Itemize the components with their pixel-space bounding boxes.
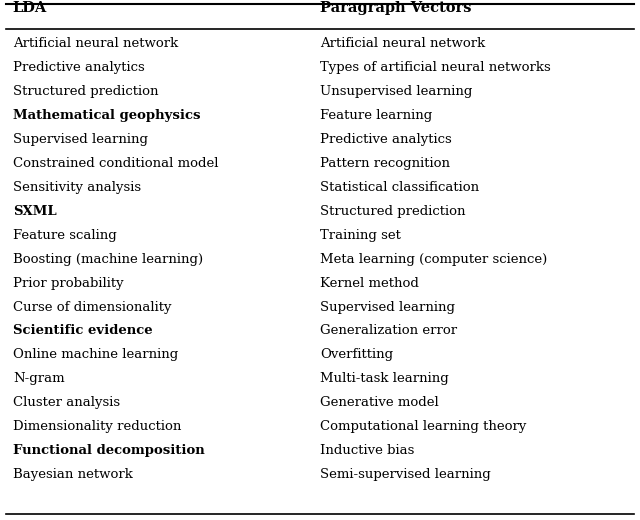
Text: Kernel method: Kernel method <box>320 277 419 290</box>
Text: Semi-supervised learning: Semi-supervised learning <box>320 468 491 481</box>
Text: Dimensionality reduction: Dimensionality reduction <box>13 420 181 433</box>
Text: Sensitivity analysis: Sensitivity analysis <box>13 181 141 194</box>
Text: Prior probability: Prior probability <box>13 277 124 290</box>
Text: Cluster analysis: Cluster analysis <box>13 396 120 409</box>
Text: Paragraph Vectors: Paragraph Vectors <box>320 1 472 15</box>
Text: Bayesian network: Bayesian network <box>13 468 132 481</box>
Text: N-gram: N-gram <box>13 372 65 385</box>
Text: Mathematical geophysics: Mathematical geophysics <box>13 109 200 122</box>
Text: Statistical classification: Statistical classification <box>320 181 479 194</box>
Text: Multi-task learning: Multi-task learning <box>320 372 449 385</box>
Text: SXML: SXML <box>13 205 56 218</box>
Text: Predictive analytics: Predictive analytics <box>13 61 145 74</box>
Text: Predictive analytics: Predictive analytics <box>320 133 452 146</box>
Text: Generative model: Generative model <box>320 396 439 409</box>
Text: Scientific evidence: Scientific evidence <box>13 324 152 337</box>
Text: Pattern recognition: Pattern recognition <box>320 157 450 170</box>
Text: Supervised learning: Supervised learning <box>13 133 148 146</box>
Text: Structured prediction: Structured prediction <box>13 85 158 98</box>
Text: Unsupervised learning: Unsupervised learning <box>320 85 472 98</box>
Text: Constrained conditional model: Constrained conditional model <box>13 157 218 170</box>
Text: Functional decomposition: Functional decomposition <box>13 444 205 457</box>
Text: Types of artificial neural networks: Types of artificial neural networks <box>320 61 551 74</box>
Text: LDA: LDA <box>13 1 47 15</box>
Text: Feature scaling: Feature scaling <box>13 229 116 242</box>
Text: Meta learning (computer science): Meta learning (computer science) <box>320 253 547 266</box>
Text: Artificial neural network: Artificial neural network <box>320 37 485 50</box>
Text: Generalization error: Generalization error <box>320 324 457 337</box>
Text: Computational learning theory: Computational learning theory <box>320 420 526 433</box>
Text: Supervised learning: Supervised learning <box>320 301 455 314</box>
Text: Training set: Training set <box>320 229 401 242</box>
Text: Structured prediction: Structured prediction <box>320 205 465 218</box>
Text: Feature learning: Feature learning <box>320 109 432 122</box>
Text: Boosting (machine learning): Boosting (machine learning) <box>13 253 203 266</box>
Text: Inductive bias: Inductive bias <box>320 444 414 457</box>
Text: Curse of dimensionality: Curse of dimensionality <box>13 301 172 314</box>
Text: Online machine learning: Online machine learning <box>13 348 178 361</box>
Text: Artificial neural network: Artificial neural network <box>13 37 178 50</box>
Text: Overfitting: Overfitting <box>320 348 393 361</box>
